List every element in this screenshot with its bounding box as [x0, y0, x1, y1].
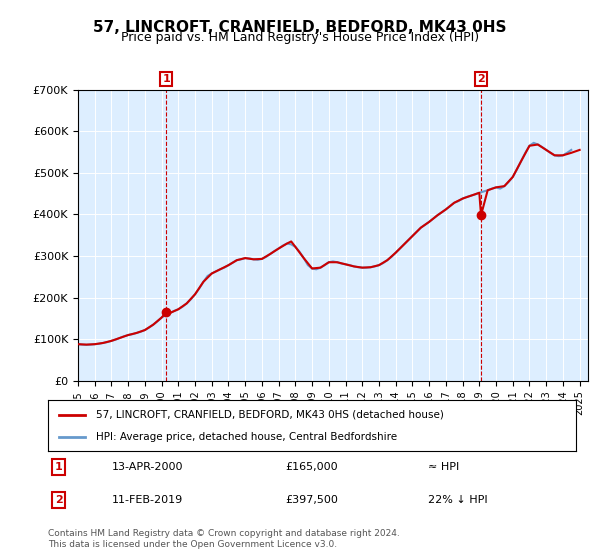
Text: Price paid vs. HM Land Registry's House Price Index (HPI): Price paid vs. HM Land Registry's House …: [121, 31, 479, 44]
Text: 22% ↓ HPI: 22% ↓ HPI: [428, 495, 488, 505]
Text: Contains HM Land Registry data © Crown copyright and database right 2024.: Contains HM Land Registry data © Crown c…: [48, 529, 400, 538]
Text: 13-APR-2000: 13-APR-2000: [112, 462, 183, 472]
Text: £397,500: £397,500: [286, 495, 338, 505]
Text: 57, LINCROFT, CRANFIELD, BEDFORD, MK43 0HS (detached house): 57, LINCROFT, CRANFIELD, BEDFORD, MK43 0…: [95, 409, 443, 419]
Text: 1: 1: [55, 462, 62, 472]
Text: 57, LINCROFT, CRANFIELD, BEDFORD, MK43 0HS: 57, LINCROFT, CRANFIELD, BEDFORD, MK43 0…: [93, 20, 507, 35]
Text: This data is licensed under the Open Government Licence v3.0.: This data is licensed under the Open Gov…: [48, 540, 337, 549]
Text: 1: 1: [163, 74, 170, 84]
Text: £165,000: £165,000: [286, 462, 338, 472]
Text: 2: 2: [477, 74, 485, 84]
Text: 2: 2: [55, 495, 62, 505]
Text: 11-FEB-2019: 11-FEB-2019: [112, 495, 182, 505]
Text: ≈ HPI: ≈ HPI: [428, 462, 460, 472]
Text: HPI: Average price, detached house, Central Bedfordshire: HPI: Average price, detached house, Cent…: [95, 432, 397, 442]
